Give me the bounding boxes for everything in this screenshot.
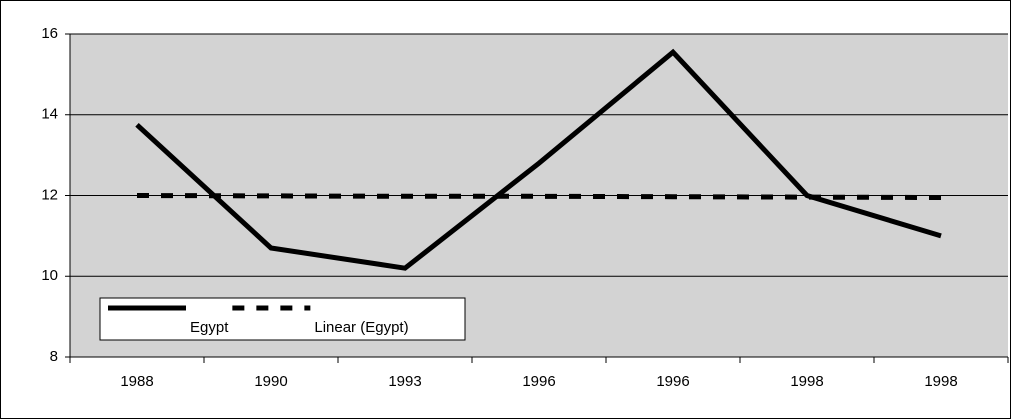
legend-box — [99, 297, 466, 341]
legend-label: Egypt — [190, 319, 229, 336]
y-tick-label: 14 — [41, 106, 58, 123]
x-tick-label: 1990 — [254, 373, 287, 390]
y-tick-label: 16 — [41, 25, 58, 42]
y-tick-label: 12 — [41, 186, 58, 203]
legend-label: Linear (Egypt) — [314, 319, 408, 336]
y-tick-label: 10 — [41, 267, 58, 284]
x-tick-label: 1998 — [924, 373, 957, 390]
x-tick-label: 1996 — [522, 373, 555, 390]
x-tick-label: 1998 — [790, 373, 823, 390]
x-tick-label: 1996 — [656, 373, 689, 390]
series-line — [135, 48, 942, 271]
y-tick-label: 8 — [50, 348, 58, 365]
x-tick-label: 1988 — [120, 373, 153, 390]
x-tick-label: 1993 — [388, 373, 421, 390]
